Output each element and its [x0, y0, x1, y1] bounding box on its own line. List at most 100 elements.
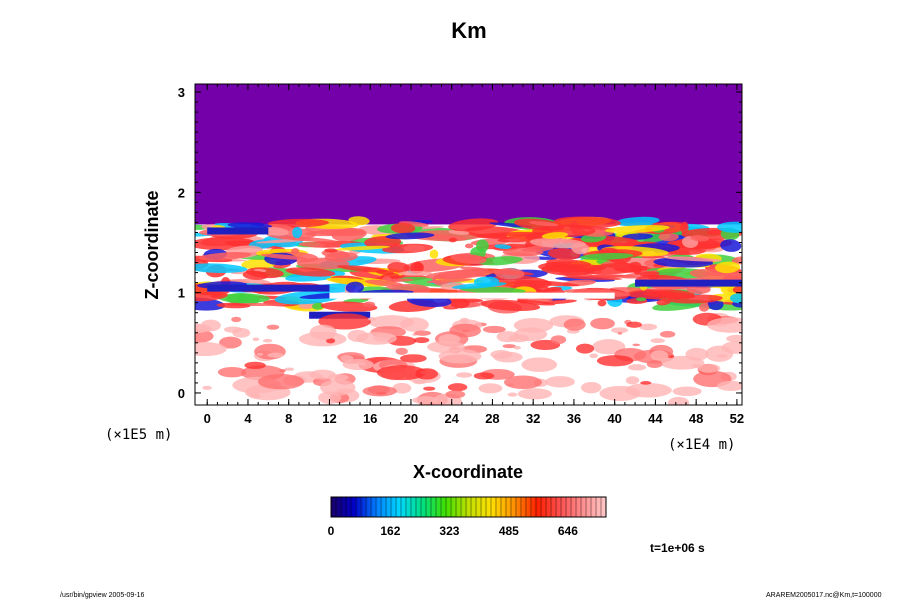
field-blob: [447, 383, 468, 392]
field-patch: [364, 236, 402, 249]
field-blob: [340, 355, 354, 363]
field-blob: [478, 383, 503, 394]
field-blob: [599, 385, 641, 402]
field-blob: [482, 325, 506, 334]
field-patch: [227, 222, 273, 229]
field-blob: [576, 343, 595, 354]
field-blob: [473, 372, 495, 380]
field-blob: [580, 381, 602, 394]
field-blob: [672, 386, 702, 397]
field-patch: [429, 249, 439, 259]
y-axis-ticks: 0 1 2 3: [178, 85, 742, 401]
field-patch: [656, 298, 671, 306]
field-blob: [367, 317, 376, 321]
field-patch: [547, 248, 581, 260]
field-blob: [392, 382, 412, 394]
field-patch: [698, 302, 710, 312]
blue-layer: [207, 227, 269, 235]
x-tick-label: 52: [730, 411, 744, 426]
field-patch: [363, 301, 376, 308]
colorbar-stripes: [335, 497, 602, 517]
chart-title: Km: [451, 18, 486, 43]
field-blob: [596, 355, 634, 367]
field-patch: [403, 244, 426, 252]
field-blob: [459, 317, 469, 324]
field-patch: [390, 222, 416, 234]
x-tick-label: 12: [322, 411, 336, 426]
field-patch: [324, 251, 358, 262]
x-tick-label: 32: [526, 411, 540, 426]
field-patch: [476, 239, 489, 253]
field-blob: [521, 357, 558, 373]
field-blob: [697, 363, 721, 373]
field-blob: [504, 375, 542, 389]
field-patch: [198, 252, 252, 261]
field-blob: [502, 344, 516, 349]
blue-layer: [207, 284, 330, 292]
x-axis-ticks: 0 4 8 12 16 20 24 28 32 36 40 44 48 52: [204, 84, 744, 426]
field-patch: [604, 224, 670, 234]
field-blob: [309, 324, 337, 340]
blue-layer: [635, 279, 742, 287]
x-tick-label: 4: [244, 411, 252, 426]
field-blob: [650, 338, 665, 344]
field-blob: [427, 340, 466, 354]
field-patch: [376, 269, 395, 276]
field-blob: [611, 327, 629, 334]
field-patch: [639, 271, 660, 277]
field-patch: [686, 284, 711, 295]
field-blob: [376, 365, 427, 381]
field-blob: [617, 332, 623, 335]
field-blob: [400, 354, 427, 363]
field-patch: [448, 237, 458, 243]
field-patch: [720, 239, 742, 252]
field-patch: [615, 216, 660, 227]
field-blob: [223, 326, 242, 333]
field-patch: [413, 261, 423, 274]
field-patch: [597, 299, 607, 307]
field-blob: [659, 330, 676, 338]
field-patch: [731, 256, 742, 265]
field-patch: [478, 256, 523, 266]
x-tick-label: 48: [689, 411, 703, 426]
field-blob: [256, 352, 264, 356]
field-blob: [513, 346, 521, 350]
field-blob: [400, 317, 429, 332]
field-blob: [217, 366, 247, 378]
field-patch: [690, 235, 709, 242]
field-blob: [284, 367, 295, 371]
colorbar-tick-label: 323: [439, 524, 459, 538]
field-blob: [626, 321, 643, 328]
field-patch: [324, 248, 338, 253]
field-patch: [331, 228, 367, 242]
y-tick-label: 2: [178, 185, 185, 200]
field-blob: [202, 385, 212, 390]
field-blob: [550, 335, 567, 345]
field-patch: [195, 263, 248, 273]
field-patch: [260, 253, 308, 260]
field-blob: [592, 339, 626, 355]
field-blob: [326, 338, 336, 344]
field-blob: [461, 329, 470, 333]
x-tick-label: 16: [363, 411, 377, 426]
field-patch: [285, 267, 336, 277]
field-patch: [643, 291, 696, 299]
field-patch: [546, 259, 592, 268]
field-patch: [436, 269, 486, 279]
x-axis-title: X-coordinate: [413, 462, 523, 482]
field-blob: [590, 317, 615, 330]
colorbar-tick-label: 646: [558, 524, 578, 538]
field-blob: [231, 316, 242, 323]
field-blob: [318, 313, 371, 330]
field-patch: [195, 297, 226, 311]
field-patch: [448, 218, 499, 232]
field-blob: [456, 372, 473, 378]
field-blob: [342, 358, 374, 370]
field-blob: [413, 337, 430, 344]
upper-region-fill: [195, 84, 742, 225]
field-blob: [415, 368, 438, 380]
field-patch: [516, 299, 556, 306]
field-patch: [664, 256, 723, 262]
field-blob: [517, 388, 552, 400]
